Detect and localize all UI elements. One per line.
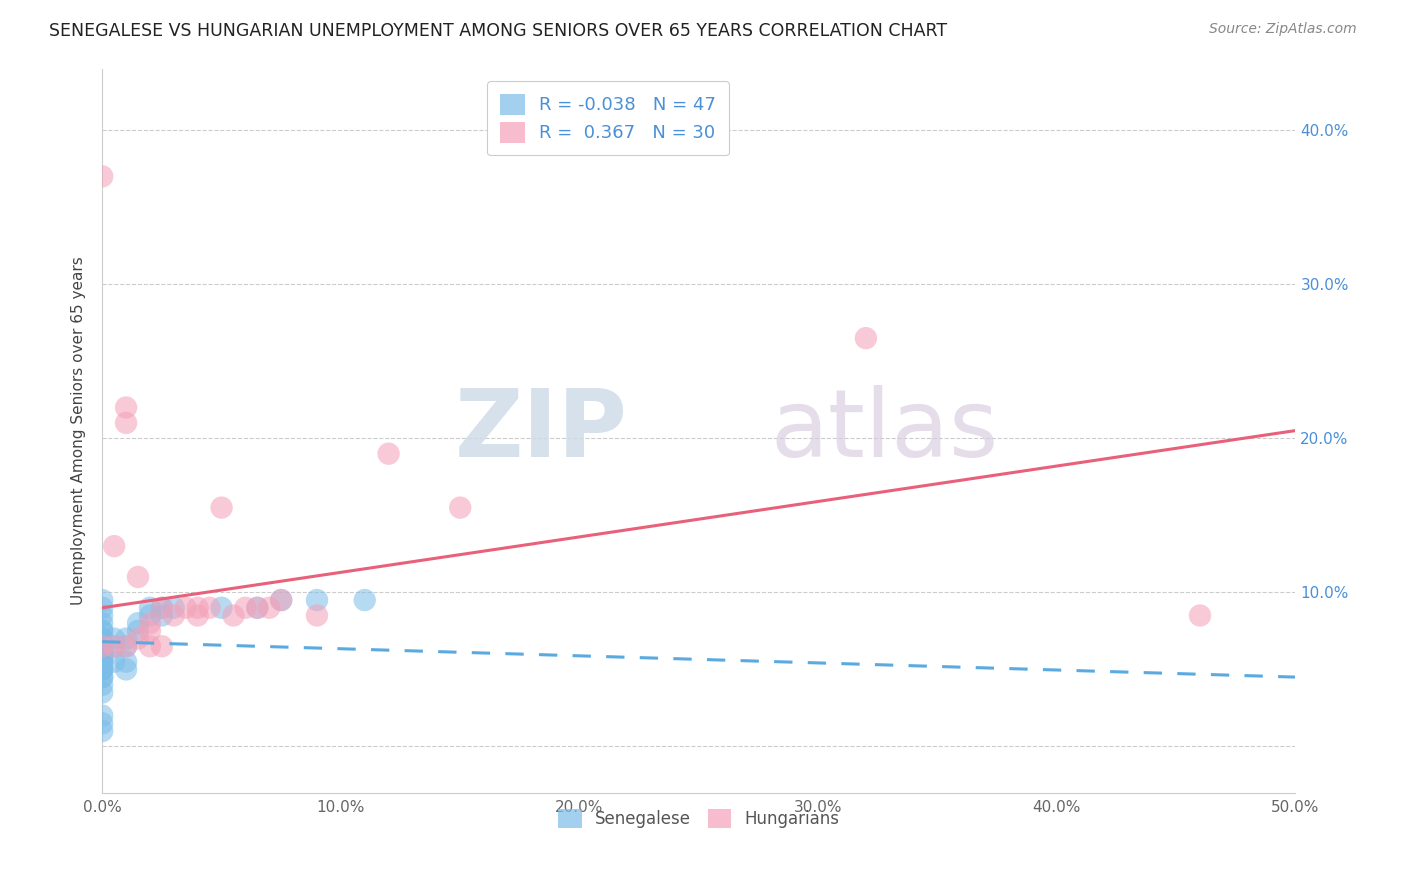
Point <box>91 662 114 676</box>
Point <box>855 331 877 345</box>
Point <box>91 655 114 669</box>
Point <box>246 600 269 615</box>
Point <box>103 632 125 646</box>
Point <box>91 600 114 615</box>
Point <box>91 647 114 661</box>
Point <box>235 600 257 615</box>
Point <box>305 593 328 607</box>
Point <box>115 632 138 646</box>
Point <box>150 640 173 654</box>
Point <box>150 600 173 615</box>
Point <box>449 500 471 515</box>
Legend: Senegalese, Hungarians: Senegalese, Hungarians <box>551 803 846 835</box>
Point <box>174 600 197 615</box>
Point <box>103 655 125 669</box>
Point <box>91 685 114 699</box>
Point <box>91 647 114 661</box>
Point <box>127 624 149 638</box>
Text: SENEGALESE VS HUNGARIAN UNEMPLOYMENT AMONG SENIORS OVER 65 YEARS CORRELATION CHA: SENEGALESE VS HUNGARIAN UNEMPLOYMENT AMO… <box>49 22 948 40</box>
Point <box>103 539 125 553</box>
Point <box>198 600 221 615</box>
Point <box>139 608 162 623</box>
Point <box>127 616 149 631</box>
Point <box>91 647 114 661</box>
Point <box>211 600 233 615</box>
Point <box>115 655 138 669</box>
Point <box>91 662 114 676</box>
Point <box>115 416 138 430</box>
Point <box>103 640 125 654</box>
Point <box>259 600 281 615</box>
Point <box>163 608 186 623</box>
Point <box>270 593 292 607</box>
Point <box>91 647 114 661</box>
Point <box>150 600 173 615</box>
Point <box>91 640 114 654</box>
Y-axis label: Unemployment Among Seniors over 65 years: Unemployment Among Seniors over 65 years <box>72 256 86 605</box>
Point <box>163 600 186 615</box>
Point <box>115 401 138 415</box>
Point <box>187 608 209 623</box>
Point <box>91 632 114 646</box>
Point <box>103 640 125 654</box>
Point <box>91 724 114 739</box>
Point <box>91 640 114 654</box>
Point <box>115 640 138 654</box>
Point <box>91 662 114 676</box>
Point <box>91 655 114 669</box>
Point <box>91 670 114 684</box>
Point <box>127 570 149 584</box>
Point <box>91 632 114 646</box>
Point <box>91 624 114 638</box>
Point <box>270 593 292 607</box>
Point <box>115 662 138 676</box>
Point <box>115 640 138 654</box>
Point <box>127 632 149 646</box>
Point <box>91 624 114 638</box>
Point <box>222 608 245 623</box>
Text: ZIP: ZIP <box>454 384 627 476</box>
Point <box>91 640 114 654</box>
Point <box>91 608 114 623</box>
Point <box>91 616 114 631</box>
Point <box>150 608 173 623</box>
Text: Source: ZipAtlas.com: Source: ZipAtlas.com <box>1209 22 1357 37</box>
Point <box>139 624 162 638</box>
Point <box>91 670 114 684</box>
Point <box>91 169 114 184</box>
Point <box>211 500 233 515</box>
Point <box>305 608 328 623</box>
Point <box>353 593 375 607</box>
Point <box>1188 608 1211 623</box>
Point <box>91 678 114 692</box>
Point <box>91 655 114 669</box>
Text: atlas: atlas <box>770 384 998 476</box>
Point <box>246 600 269 615</box>
Point <box>139 640 162 654</box>
Point <box>91 716 114 731</box>
Point <box>139 600 162 615</box>
Point <box>139 616 162 631</box>
Point <box>91 640 114 654</box>
Point <box>377 447 399 461</box>
Point <box>91 593 114 607</box>
Point <box>187 600 209 615</box>
Point <box>91 708 114 723</box>
